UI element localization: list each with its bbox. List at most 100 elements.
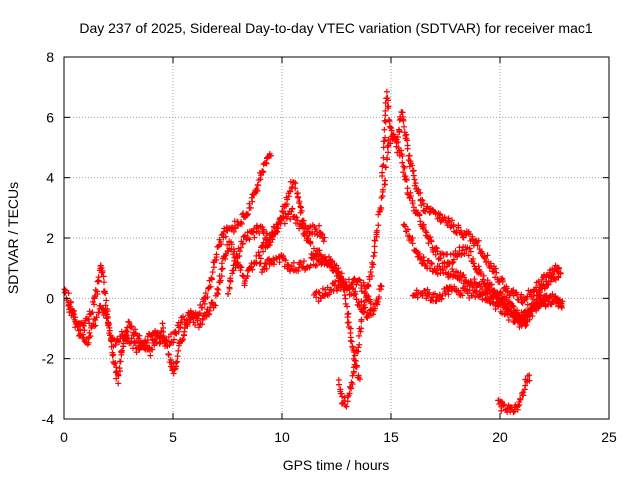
data-point — [376, 293, 383, 300]
data-point — [406, 152, 413, 159]
data-point — [420, 200, 427, 207]
data-point — [427, 234, 434, 241]
data-point — [506, 300, 513, 307]
data-point — [101, 279, 108, 286]
data-point — [170, 370, 177, 377]
data-point — [106, 324, 113, 331]
data-point — [239, 272, 246, 279]
data-point — [344, 303, 351, 310]
data-point — [498, 407, 505, 414]
data-point — [345, 310, 352, 317]
data-point — [470, 260, 477, 267]
data-point — [254, 182, 261, 189]
chart-title: Day 237 of 2025, Sidereal Day-to-day VTE… — [79, 20, 592, 36]
data-point — [505, 317, 512, 324]
data-point — [316, 222, 323, 229]
data-point — [481, 255, 488, 262]
data-point — [87, 333, 94, 340]
data-point — [112, 360, 119, 367]
data-point — [199, 304, 206, 311]
data-point — [465, 252, 472, 259]
data-point — [380, 144, 387, 151]
data-point — [228, 241, 235, 248]
data-point — [520, 389, 527, 396]
data-point — [448, 217, 455, 224]
y-tick-label: 6 — [46, 109, 54, 125]
data-point — [458, 252, 465, 259]
data-point — [466, 245, 473, 252]
data-point — [109, 352, 116, 359]
data-point — [526, 372, 533, 379]
data-point — [526, 377, 533, 384]
data-point — [349, 285, 356, 292]
data-point — [239, 240, 246, 247]
data-point — [361, 290, 368, 297]
data-point — [250, 229, 257, 236]
data-point — [373, 231, 380, 238]
data-point — [255, 249, 262, 256]
data-point — [449, 260, 456, 267]
data-point — [262, 159, 269, 166]
data-point — [218, 260, 225, 267]
data-point — [85, 339, 92, 346]
data-point — [132, 326, 139, 333]
data-point — [469, 237, 476, 244]
data-point — [315, 289, 322, 296]
data-point — [92, 322, 99, 329]
data-point — [555, 266, 562, 273]
data-point — [355, 332, 362, 339]
data-point — [356, 302, 363, 309]
data-point — [179, 337, 186, 344]
data-point — [443, 263, 450, 270]
data-point — [510, 409, 517, 416]
series-track-c — [225, 178, 385, 321]
data-point — [282, 257, 289, 264]
data-point — [399, 159, 406, 166]
data-point — [128, 323, 135, 330]
data-point — [267, 152, 274, 159]
data-point — [344, 314, 351, 321]
data-point — [427, 265, 434, 272]
data-point — [548, 275, 555, 282]
data-point — [326, 253, 333, 260]
data-point — [414, 294, 421, 301]
data-point — [195, 324, 202, 331]
data-point — [215, 286, 222, 293]
data-point — [133, 349, 140, 356]
data-point — [410, 167, 417, 174]
y-tick-label: 2 — [46, 230, 54, 246]
data-point — [523, 318, 530, 325]
data-point — [174, 353, 181, 360]
data-point — [321, 234, 328, 241]
data-point — [100, 273, 107, 280]
data-point — [120, 340, 127, 347]
data-point — [213, 254, 220, 261]
data-point — [484, 290, 491, 297]
data-point — [269, 233, 276, 240]
data-point — [155, 333, 162, 340]
data-point — [294, 190, 301, 197]
series-track-i — [409, 283, 565, 327]
data-point — [486, 264, 493, 271]
data-point — [260, 248, 267, 255]
data-point — [173, 359, 180, 366]
data-point — [74, 321, 81, 328]
x-tick-label: 25 — [601, 429, 617, 445]
y-axis-label: SDTVAR / TECUs — [5, 182, 21, 294]
data-point — [420, 221, 427, 228]
data-point — [94, 288, 100, 295]
data-point — [132, 340, 139, 347]
x-tick-label: 15 — [383, 429, 399, 445]
data-point — [342, 295, 349, 302]
data-point — [102, 310, 109, 317]
data-point — [93, 314, 100, 321]
data-point — [432, 251, 439, 258]
data-point — [179, 336, 186, 343]
data-point — [365, 283, 372, 290]
data-point — [550, 271, 557, 278]
data-point — [276, 259, 283, 266]
data-point — [218, 266, 225, 273]
data-point — [335, 381, 342, 388]
data-point — [249, 198, 256, 205]
series-track-f — [335, 131, 564, 410]
